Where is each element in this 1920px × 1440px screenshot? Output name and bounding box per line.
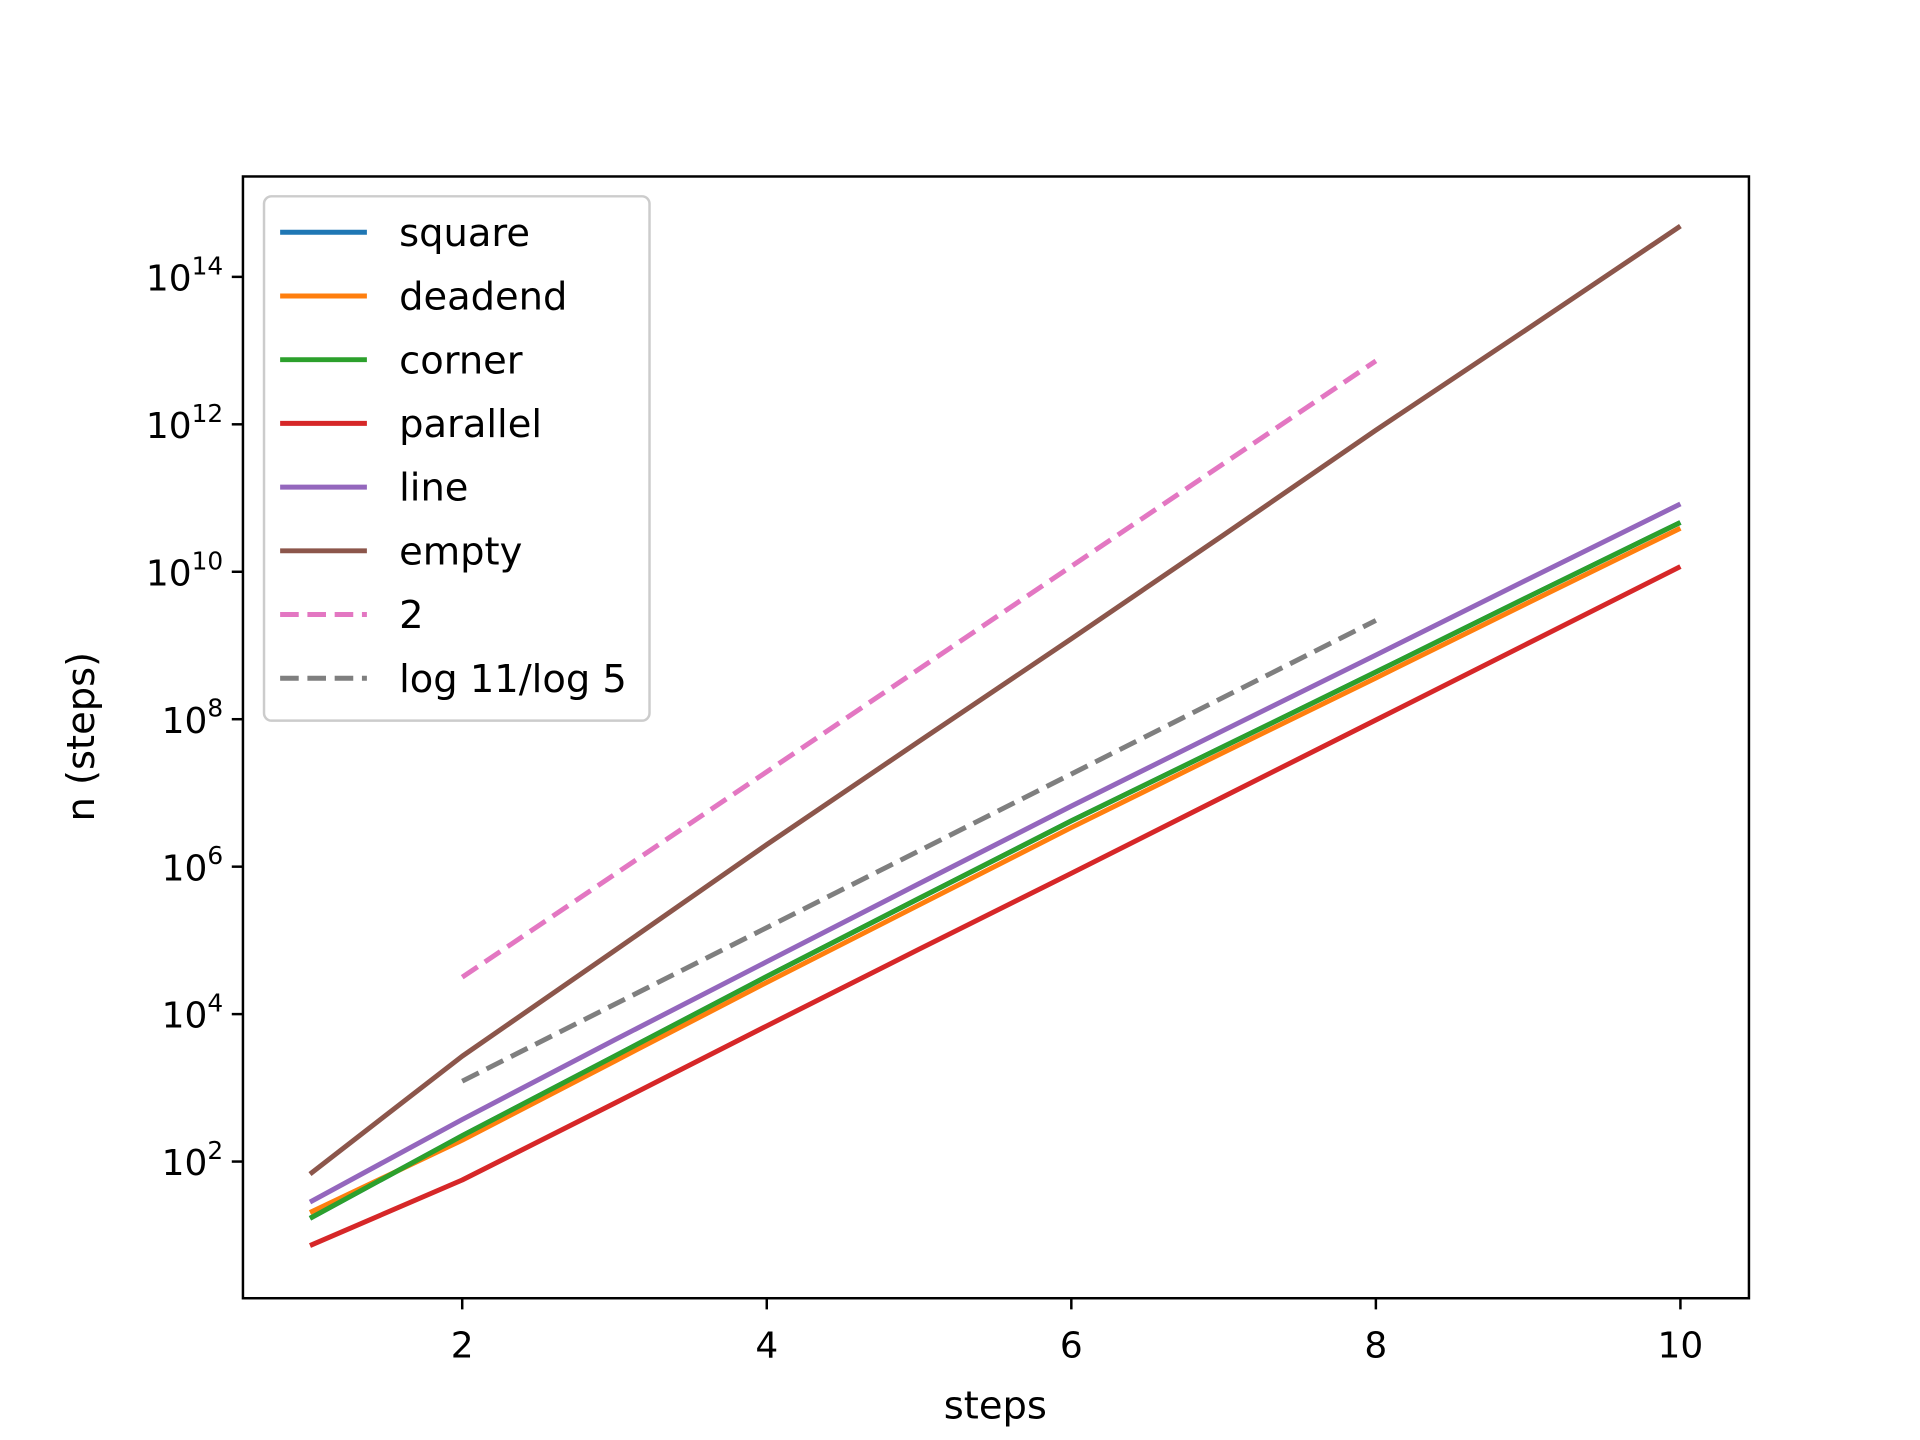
x-axis: 2 4 6 8 10 bbox=[451, 1298, 1704, 1367]
legend-label: corner bbox=[399, 338, 523, 383]
y-tick-label: 104 bbox=[162, 989, 224, 1037]
y-tick-label: 108 bbox=[162, 694, 224, 742]
plot-area bbox=[308, 223, 1682, 1248]
y-tick-label: 1014 bbox=[146, 251, 223, 299]
legend-label: square bbox=[399, 211, 530, 256]
legend-frame bbox=[262, 195, 651, 722]
legend-entry: square bbox=[280, 211, 530, 256]
x-tick-label: 8 bbox=[1364, 1326, 1387, 1367]
series-line-corner bbox=[308, 520, 1682, 1221]
y-tick-label: 106 bbox=[162, 841, 224, 889]
legend-label: 2 bbox=[399, 593, 423, 638]
legend-entry: empty bbox=[280, 529, 522, 574]
legend-entry: parallel bbox=[280, 402, 542, 447]
axes-frame bbox=[241, 175, 1751, 1300]
legend-entry: corner bbox=[280, 338, 523, 383]
legend-entry: deadend bbox=[280, 275, 567, 320]
legend-label: deadend bbox=[399, 275, 567, 320]
legend-label: log 11/log 5 bbox=[399, 657, 627, 702]
x-tick-label: 10 bbox=[1658, 1326, 1704, 1367]
series-line-deadend bbox=[308, 526, 1682, 1215]
y-tick-label: 102 bbox=[162, 1136, 224, 1184]
x-tick-label: 2 bbox=[451, 1326, 474, 1367]
x-axis-label: steps bbox=[944, 1383, 1047, 1428]
series-line-2 bbox=[460, 358, 1378, 980]
legend-label: parallel bbox=[399, 402, 542, 447]
series-line-empty bbox=[308, 223, 1682, 1176]
legend: square deadend corner parallel line empty 2 log… bbox=[262, 195, 651, 722]
y-axis: 102 104 106 108 1010 1012 1014 bbox=[146, 251, 243, 1184]
legend-entry: 2 bbox=[280, 593, 424, 638]
series-line-parallel bbox=[309, 564, 1682, 1248]
x-tick-label: 4 bbox=[755, 1326, 778, 1367]
y-tick-label: 1012 bbox=[146, 399, 223, 447]
series-line-line bbox=[308, 501, 1682, 1205]
y-tick-label: 1010 bbox=[146, 546, 223, 594]
x-tick-label: 6 bbox=[1060, 1326, 1083, 1367]
series-line-log-11-log-5 bbox=[461, 618, 1377, 1084]
legend-label: line bbox=[399, 466, 468, 511]
y-axis-label: n (steps) bbox=[59, 652, 104, 822]
legend-entry: line bbox=[280, 466, 468, 511]
legend-label: empty bbox=[399, 529, 522, 574]
legend-entry: log 11/log 5 bbox=[280, 657, 627, 702]
